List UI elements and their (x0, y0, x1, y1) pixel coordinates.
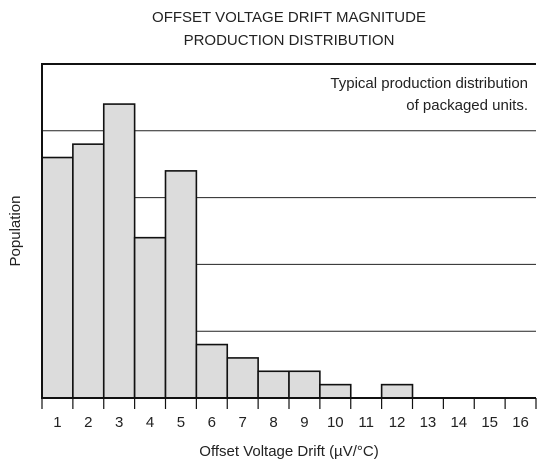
bar (380, 383, 414, 399)
bar (102, 103, 136, 399)
x-tick-label: 15 (481, 414, 498, 431)
bar (72, 143, 105, 399)
bar (257, 370, 290, 399)
bar (41, 156, 74, 399)
chart-title: OFFSET VOLTAGE DRIFT MAGNITUDE (152, 9, 426, 26)
bar (164, 170, 198, 399)
annotation: Typical production distribution (330, 75, 528, 92)
bar (195, 343, 229, 399)
bar (319, 383, 352, 399)
x-tick-label: 9 (300, 414, 308, 431)
x-axis-label: Offset Voltage Drift (µV/°C) (199, 443, 378, 460)
bar (226, 357, 259, 399)
x-tick-label: 3 (115, 414, 123, 431)
annotation: of packaged units. (406, 97, 528, 114)
bar (288, 370, 321, 399)
x-tick-label: 1 (53, 414, 61, 431)
x-tick-label: 13 (420, 414, 437, 431)
chart-title: PRODUCTION DISTRIBUTION (184, 32, 395, 49)
x-tick-label: 5 (177, 414, 185, 431)
x-tick-label: 10 (327, 414, 344, 431)
x-tick-label: 11 (358, 414, 374, 431)
x-tick-label: 8 (269, 414, 277, 431)
x-tick-label: 6 (208, 414, 216, 431)
x-tick-label: 14 (450, 414, 467, 431)
y-axis-label: Population (7, 196, 24, 267)
x-tick-label: 16 (512, 414, 529, 431)
bar (133, 236, 167, 399)
x-tick-label: 2 (84, 414, 92, 431)
x-tick-label: 7 (239, 414, 247, 431)
x-tick-label: 12 (389, 414, 406, 431)
x-tick-label: 4 (146, 414, 154, 431)
plot-frame (41, 63, 536, 399)
